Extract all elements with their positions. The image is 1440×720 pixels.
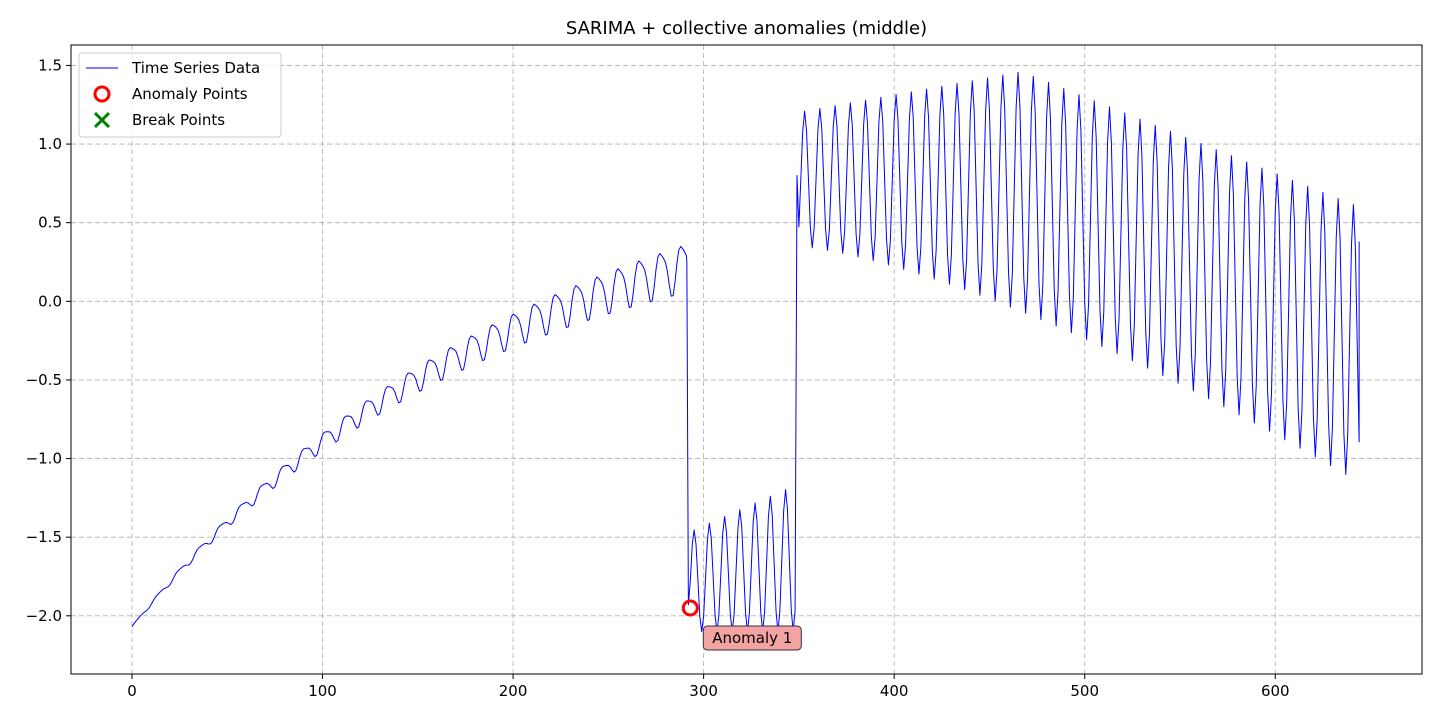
legend: Time Series Data Anomaly Points Break Poin…	[78, 52, 282, 138]
legend-label: Anomaly Points	[132, 85, 248, 103]
annotation-label: Anomaly 1	[712, 629, 792, 647]
legend-box	[78, 52, 282, 138]
x-tick-label: 500	[1070, 682, 1099, 700]
series-layer	[131, 71, 1360, 633]
anomaly-point	[681, 599, 699, 617]
plot-frame	[70, 44, 1423, 675]
axis-ticks: 0 100 200 300 400 500 600 −2.0 −1.5 −1.0 −0.5 0.0 0.…	[26, 56, 1290, 700]
y-tick-label: 1.0	[38, 135, 62, 153]
y-tick-label: −1.5	[26, 528, 62, 546]
series-line-time-series-data	[131, 71, 1360, 633]
annotation-box	[702, 625, 802, 651]
x-tick-label: 300	[689, 682, 718, 700]
x-tick-label: 400	[880, 682, 909, 700]
y-tick-label: −1.0	[26, 450, 62, 468]
y-tick-label: −2.0	[26, 607, 62, 625]
legend-label: Time Series Data	[131, 59, 260, 77]
x-tick-label: 200	[499, 682, 528, 700]
chart-title: SARIMA + collective anomalies (middle)	[566, 18, 927, 39]
legend-circle-swatch	[93, 85, 111, 103]
x-tick-label: 600	[1261, 682, 1290, 700]
legend-x-swatch	[93, 111, 111, 129]
y-tick-label: 0.0	[38, 292, 62, 310]
grid	[71, 45, 1422, 674]
legend-label: Break Points	[132, 111, 225, 129]
x-tick-label: 100	[308, 682, 337, 700]
y-tick-label: 0.5	[38, 214, 62, 232]
y-tick-label: −0.5	[26, 371, 62, 389]
x-tick-label: 0	[127, 682, 137, 700]
y-tick-label: 1.5	[38, 56, 62, 74]
anomaly-layer: Anomaly 1	[681, 599, 802, 651]
